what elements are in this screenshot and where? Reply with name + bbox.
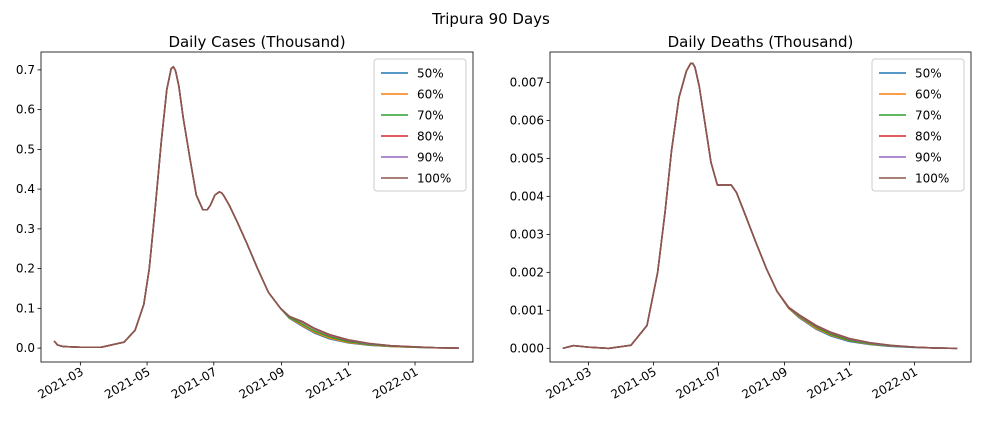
deaths-legend-label: 50% xyxy=(915,67,942,81)
cases-y-tick-label: 0.7 xyxy=(16,63,35,77)
cases-legend-label: 80% xyxy=(417,130,444,144)
deaths-y-tick-label: 0.001 xyxy=(510,303,544,317)
cases-plot-frame xyxy=(40,51,474,363)
deaths-legend-label: 60% xyxy=(915,88,942,102)
cases-legend: 50% 60% 70% 80% 90% 100% xyxy=(373,58,467,192)
cases-y-tick-label: 0.5 xyxy=(16,142,35,156)
cases-x-tick-label: 2021-09 xyxy=(237,364,287,401)
deaths-chart: Daily Deaths (Thousand) 0.000 0.001 0.002 0.… xyxy=(510,33,972,402)
deaths-y-tick-label: 0.002 xyxy=(510,265,544,279)
cases-y-tick-label: 0.2 xyxy=(16,262,35,276)
cases-legend-label: 60% xyxy=(417,88,444,102)
cases-y-tick-label: 0.0 xyxy=(16,341,35,355)
deaths-x-tick-label: 2021-05 xyxy=(608,364,658,401)
deaths-legend-label: 90% xyxy=(915,151,942,165)
deaths-x-tick-label: 2021-03 xyxy=(543,364,593,401)
cases-x-tick-label: 2021-03 xyxy=(35,364,85,401)
deaths-legend-label: 70% xyxy=(915,109,942,123)
deaths-legend-box xyxy=(871,58,965,192)
cases-chart-title: Daily Cases (Thousand) xyxy=(168,33,345,51)
cases-series-line-100pct xyxy=(53,65,459,349)
deaths-y-tick-label: 0.003 xyxy=(510,227,544,241)
deaths-x-tick-label: 2022-01 xyxy=(870,364,920,401)
deaths-legend-label: 100% xyxy=(915,172,949,186)
cases-y-tick-label: 0.3 xyxy=(16,222,35,236)
deaths-y-tick-label: 0.004 xyxy=(510,189,544,203)
cases-x-tick-label: 2021-05 xyxy=(102,364,152,401)
deaths-y-tick-label: 0.000 xyxy=(510,341,544,355)
deaths-y-tick-label: 0.007 xyxy=(510,75,544,89)
deaths-chart-title: Daily Deaths (Thousand) xyxy=(668,33,854,51)
deaths-legend: 50% 60% 70% 80% 90% 100% xyxy=(871,58,965,192)
figure-suptitle: Tripura 90 Days xyxy=(431,10,550,28)
deaths-legend-label: 80% xyxy=(915,130,942,144)
cases-legend-label: 90% xyxy=(417,151,444,165)
deaths-y-tick-label: 0.005 xyxy=(510,151,544,165)
deaths-x-tick-label: 2021-11 xyxy=(805,364,855,401)
deaths-plot-frame xyxy=(549,51,972,363)
cases-x-tick-label: 2021-11 xyxy=(303,364,353,401)
cases-legend-label: 70% xyxy=(417,109,444,123)
cases-x-tick-label: 2022-01 xyxy=(370,364,420,401)
cases-legend-box xyxy=(373,58,467,192)
cases-legend-label: 100% xyxy=(417,172,451,186)
deaths-series-line-100pct xyxy=(562,62,958,350)
deaths-x-tick-label: 2021-09 xyxy=(740,364,790,401)
cases-y-tick-label: 0.4 xyxy=(16,182,35,196)
cases-chart: Daily Cases (Thousand) 0.0 0.1 0.2 0.3 0.4 0.5… xyxy=(16,33,474,402)
cases-legend-label: 50% xyxy=(417,67,444,81)
cases-y-tick-label: 0.6 xyxy=(16,103,35,117)
deaths-x-tick-label: 2021-07 xyxy=(673,364,723,401)
cases-x-tick-label: 2021-07 xyxy=(169,364,219,401)
cases-y-tick-label: 0.1 xyxy=(16,301,35,315)
deaths-y-tick-label: 0.006 xyxy=(510,113,544,127)
